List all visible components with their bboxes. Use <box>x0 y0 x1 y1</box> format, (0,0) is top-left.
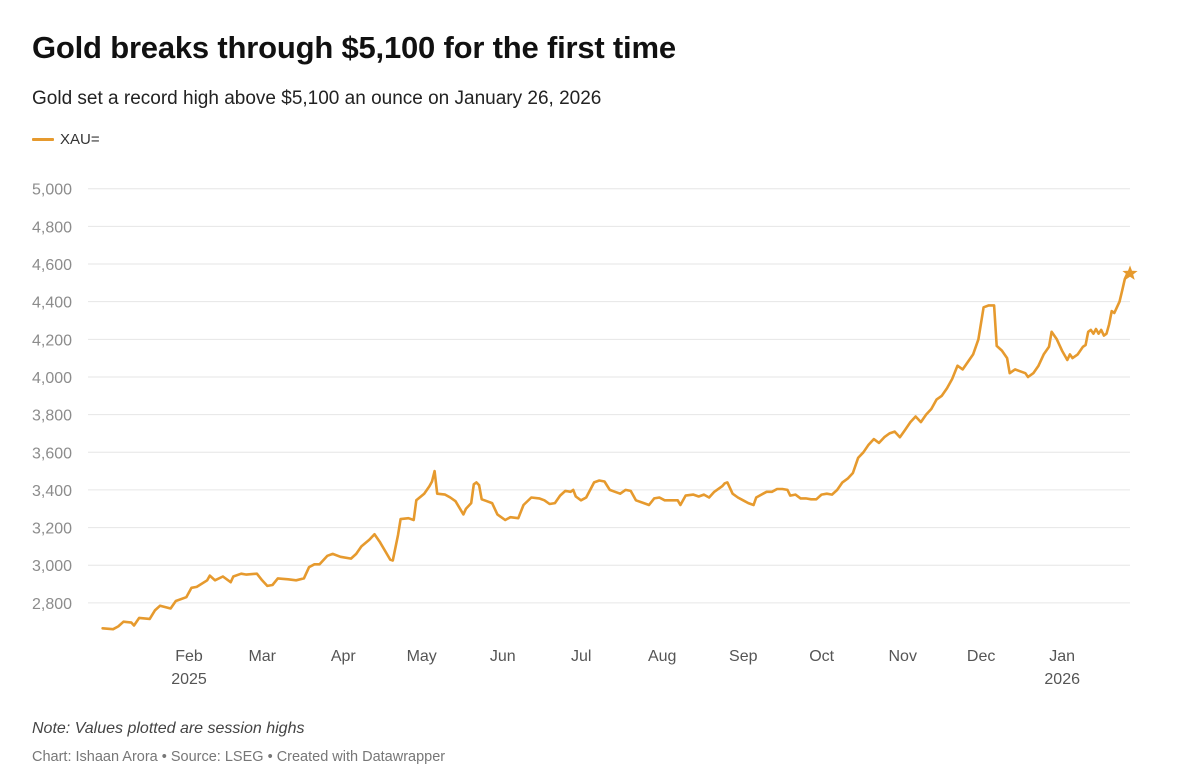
x-tick-label: Sep <box>729 648 758 665</box>
chart-note: Note: Values plotted are session highs <box>32 720 305 737</box>
x-tick-label: Feb <box>175 648 203 665</box>
x-tick-year-label: 2026 <box>1044 671 1080 688</box>
series-line-xau <box>101 272 1132 631</box>
x-tick-label: Jan <box>1049 648 1075 665</box>
y-tick-label: 4,400 <box>32 295 72 312</box>
y-tick-label: 4,000 <box>32 370 72 387</box>
x-tick-label: Nov <box>888 648 916 665</box>
y-tick-label: 3,200 <box>32 521 72 538</box>
legend-swatch <box>32 138 54 141</box>
y-tick-label: 4,600 <box>32 257 72 274</box>
x-tick-label: Jul <box>571 648 591 665</box>
y-tick-label: 3,800 <box>32 408 72 425</box>
x-tick-label: Jun <box>490 648 516 665</box>
y-tick-label: 5,000 <box>32 182 72 199</box>
record-high-star-marker <box>1122 265 1138 280</box>
chart-credit: Chart: Ishaan Arora • Source: LSEG • Cre… <box>32 749 446 765</box>
y-tick-label: 4,200 <box>32 332 72 349</box>
x-tick-label: Dec <box>967 648 995 665</box>
y-tick-label: 3,400 <box>32 483 72 500</box>
x-tick-year-label: 2025 <box>171 671 207 688</box>
y-tick-label: 2,800 <box>32 596 72 613</box>
y-tick-label: 4,800 <box>32 219 72 236</box>
x-tick-label: Aug <box>648 648 676 665</box>
x-tick-label: Apr <box>331 648 357 665</box>
legend-label: XAU= <box>60 131 100 148</box>
x-tick-label: May <box>407 648 437 665</box>
legend: XAU= <box>32 131 100 148</box>
x-tick-label: Oct <box>809 648 834 665</box>
chart-title: Gold breaks through $5,100 for the first… <box>32 30 676 65</box>
x-tick-label: Mar <box>248 648 276 665</box>
chart-subtitle: Gold set a record high above $5,100 an o… <box>32 88 602 109</box>
y-tick-label: 3,000 <box>32 558 72 575</box>
y-tick-label: 3,600 <box>32 445 72 462</box>
